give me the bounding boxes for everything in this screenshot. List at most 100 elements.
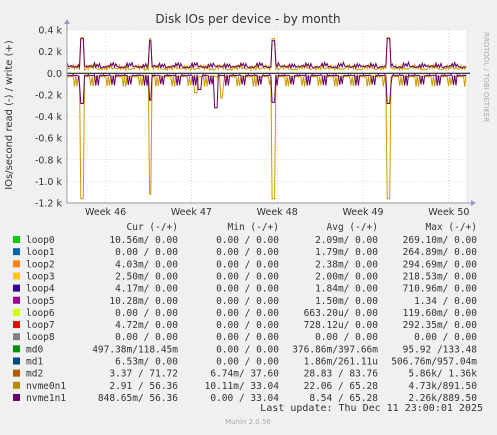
legend-max-md2: 5.86k/ 1.36k bbox=[408, 369, 477, 380]
legend-cur-loop5: 10.28m/ 0.00 bbox=[109, 296, 178, 307]
legend-cur-loop6: 0.00 / 0.00 bbox=[115, 308, 178, 319]
y-axis-arrow-icon bbox=[64, 19, 70, 24]
legend-max-md1: 506.76m/957.04m bbox=[391, 357, 477, 368]
legend-avg-md1: 1.86m/261.11u bbox=[304, 357, 378, 368]
legend-max-nvme1n1: 2.26k/889.50 bbox=[408, 393, 477, 404]
legend-max-loop1: 264.89m/ 0.00 bbox=[403, 247, 478, 258]
legend-label-loop5: loop5 bbox=[26, 296, 55, 307]
legend-cur-nvme1n1: 848.65m/ 56.36 bbox=[98, 393, 178, 404]
legend-cur-loop3: 2.50m/ 0.00 bbox=[115, 271, 178, 282]
legend-label-loop3: loop3 bbox=[26, 271, 55, 282]
legend-swatch-md0 bbox=[13, 345, 20, 353]
legend-max-loop2: 294.69m/ 0.00 bbox=[403, 259, 478, 270]
series-line-nvme1n1-read bbox=[66, 73, 467, 109]
legend-label-md1: md1 bbox=[26, 357, 43, 368]
y-tick-label: 0.2 k bbox=[38, 47, 62, 58]
y-tick-label: -0.6 k bbox=[35, 134, 63, 145]
legend-min-loop5: 0.00 / 0.00 bbox=[216, 296, 279, 307]
x-tick-label: Week 48 bbox=[257, 207, 298, 218]
legend-header-cur: Cur (-/+) bbox=[127, 222, 178, 233]
legend-label-md2: md2 bbox=[26, 369, 43, 380]
legend-max-loop7: 292.35m/ 0.00 bbox=[403, 320, 478, 331]
legend-max-loop5: 1.34 / 0.00 bbox=[414, 296, 477, 307]
y-tick-label: -0.8 k bbox=[35, 155, 63, 166]
legend-label-loop7: loop7 bbox=[26, 320, 55, 331]
legend-swatch-loop1 bbox=[13, 248, 20, 256]
legend-cur-loop1: 0.00 / 0.00 bbox=[115, 247, 178, 258]
legend-swatch-loop7 bbox=[13, 321, 20, 329]
legend-avg-loop7: 728.12u/ 0.00 bbox=[304, 320, 379, 331]
legend-swatch-md2 bbox=[13, 369, 20, 377]
legend-avg-loop3: 2.00m/ 0.00 bbox=[315, 271, 378, 282]
legend-swatch-nvme0n1 bbox=[13, 381, 20, 389]
legend-cur-loop7: 4.72m/ 0.00 bbox=[115, 320, 178, 331]
legend-swatch-nvme1n1 bbox=[13, 393, 20, 401]
legend-swatch-loop6 bbox=[13, 308, 20, 316]
legend-min-md2: 6.74m/ 37.60 bbox=[210, 369, 279, 380]
x-tick-label: Week 49 bbox=[342, 207, 383, 218]
y-tick-label: -0.2 k bbox=[35, 90, 63, 101]
legend-min-md1: 0.00 / 0.00 bbox=[216, 357, 279, 368]
legend-max-loop8: 0.00 / 0.00 bbox=[414, 332, 477, 343]
legend-avg-loop0: 2.09m/ 0.00 bbox=[315, 235, 378, 246]
legend-cur-loop0: 10.56m/ 0.00 bbox=[109, 235, 178, 246]
legend-max-md0: 95.92 /133.48 bbox=[403, 344, 478, 355]
legend-label-loop8: loop8 bbox=[26, 332, 55, 343]
legend-min-loop4: 0.00 / 0.00 bbox=[216, 284, 279, 295]
legend-min-loop2: 0.00 / 0.00 bbox=[216, 259, 279, 270]
series-line-nvme0n1-read bbox=[66, 74, 467, 200]
legend-avg-loop2: 2.38m/ 0.00 bbox=[315, 259, 378, 270]
legend-swatch-loop5 bbox=[13, 296, 20, 304]
legend-cur-loop4: 4.17m/ 0.00 bbox=[115, 284, 178, 295]
legend-header-max: Max (-/+) bbox=[426, 222, 477, 233]
y-tick-label: -1.0 k bbox=[35, 177, 63, 188]
legend-min-loop1: 0.00 / 0.00 bbox=[216, 247, 279, 258]
legend-max-loop3: 218.53m/ 0.00 bbox=[403, 271, 478, 282]
legend-label-loop4: loop4 bbox=[26, 284, 55, 295]
munin-version: Munin 2.0.56 bbox=[225, 418, 271, 426]
legend-avg-loop8: 0.00 / 0.00 bbox=[315, 332, 378, 343]
legend-cur-md0: 497.38m/118.45m bbox=[92, 344, 178, 355]
legend-label-loop2: loop2 bbox=[26, 259, 55, 270]
legend-label-loop1: loop1 bbox=[26, 247, 55, 258]
legend-header-avg: Avg (-/+) bbox=[327, 222, 378, 233]
legend-swatch-loop3 bbox=[13, 272, 20, 280]
legend-min-loop0: 0.00 / 0.00 bbox=[216, 235, 279, 246]
legend-avg-nvme0n1: 22.06 / 65.28 bbox=[304, 381, 379, 392]
legend-swatch-loop2 bbox=[13, 260, 20, 268]
x-tick-label: Week 50 bbox=[428, 207, 469, 218]
legend-avg-loop5: 1.50m/ 0.00 bbox=[315, 296, 378, 307]
legend-min-nvme1n1: 0.00 / 33.04 bbox=[210, 393, 279, 404]
legend-max-loop4: 710.96m/ 0.00 bbox=[403, 284, 478, 295]
legend-min-md0: 0.00 / 0.00 bbox=[216, 344, 279, 355]
y-tick-label: -0.4 k bbox=[35, 112, 63, 123]
legend-label-loop0: loop0 bbox=[26, 235, 55, 246]
legend-min-loop6: 0.00 / 0.00 bbox=[216, 308, 279, 319]
legend-avg-md2: 28.83 / 83.76 bbox=[304, 369, 379, 380]
legend-max-nvme0n1: 4.73k/891.50 bbox=[408, 381, 477, 392]
legend-avg-nvme1n1: 8.54 / 65.28 bbox=[309, 393, 378, 404]
legend-cur-nvme0n1: 2.91 / 56.36 bbox=[109, 381, 178, 392]
legend-swatch-loop4 bbox=[13, 284, 20, 292]
legend-swatch-loop8 bbox=[13, 333, 20, 341]
y-axis-label: IOs/second read (-) / write (+) bbox=[4, 40, 15, 190]
chart-title: Disk IOs per device - by month bbox=[155, 12, 340, 26]
last-update-text: Last update: Thu Dec 11 23:00:01 2025 bbox=[260, 403, 483, 414]
legend-min-loop3: 0.00 / 0.00 bbox=[216, 271, 279, 282]
plot-area: 0.4 k 0.2 k 0.0 -0.2 k -0.4 k -0.6 k -0.8 k -1.… bbox=[35, 19, 476, 218]
x-tick-label: Week 46 bbox=[85, 207, 126, 218]
y-tick-label: -1.2 k bbox=[35, 199, 63, 210]
x-axis-arrow-icon bbox=[471, 200, 476, 206]
legend-avg-loop4: 1.84m/ 0.00 bbox=[315, 284, 378, 295]
legend-swatch-loop0 bbox=[13, 236, 20, 243]
legend-max-loop0: 269.10m/ 0.00 bbox=[403, 235, 478, 246]
legend-avg-loop6: 663.20u/ 0.00 bbox=[304, 308, 379, 319]
y-tick-label: 0.0 bbox=[47, 69, 62, 80]
legend-label-md0: md0 bbox=[26, 344, 43, 355]
legend: Cur (-/+) Min (-/+) Avg (-/+) Max (-/+) loop… bbox=[13, 222, 477, 404]
x-tick-label: Week 47 bbox=[171, 207, 212, 218]
legend-header-min: Min (-/+) bbox=[228, 222, 279, 233]
series-line-nvme1n1-write bbox=[66, 38, 467, 70]
